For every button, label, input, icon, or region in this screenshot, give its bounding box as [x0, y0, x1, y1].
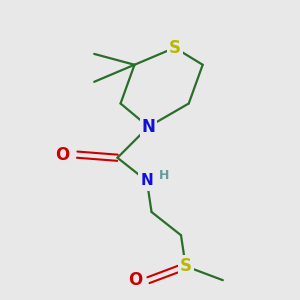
Text: O: O	[128, 271, 142, 289]
Text: S: S	[180, 257, 192, 275]
Text: H: H	[159, 169, 169, 182]
Text: O: O	[55, 146, 69, 164]
Text: N: N	[140, 173, 153, 188]
Text: S: S	[169, 39, 181, 57]
Text: N: N	[142, 118, 155, 136]
